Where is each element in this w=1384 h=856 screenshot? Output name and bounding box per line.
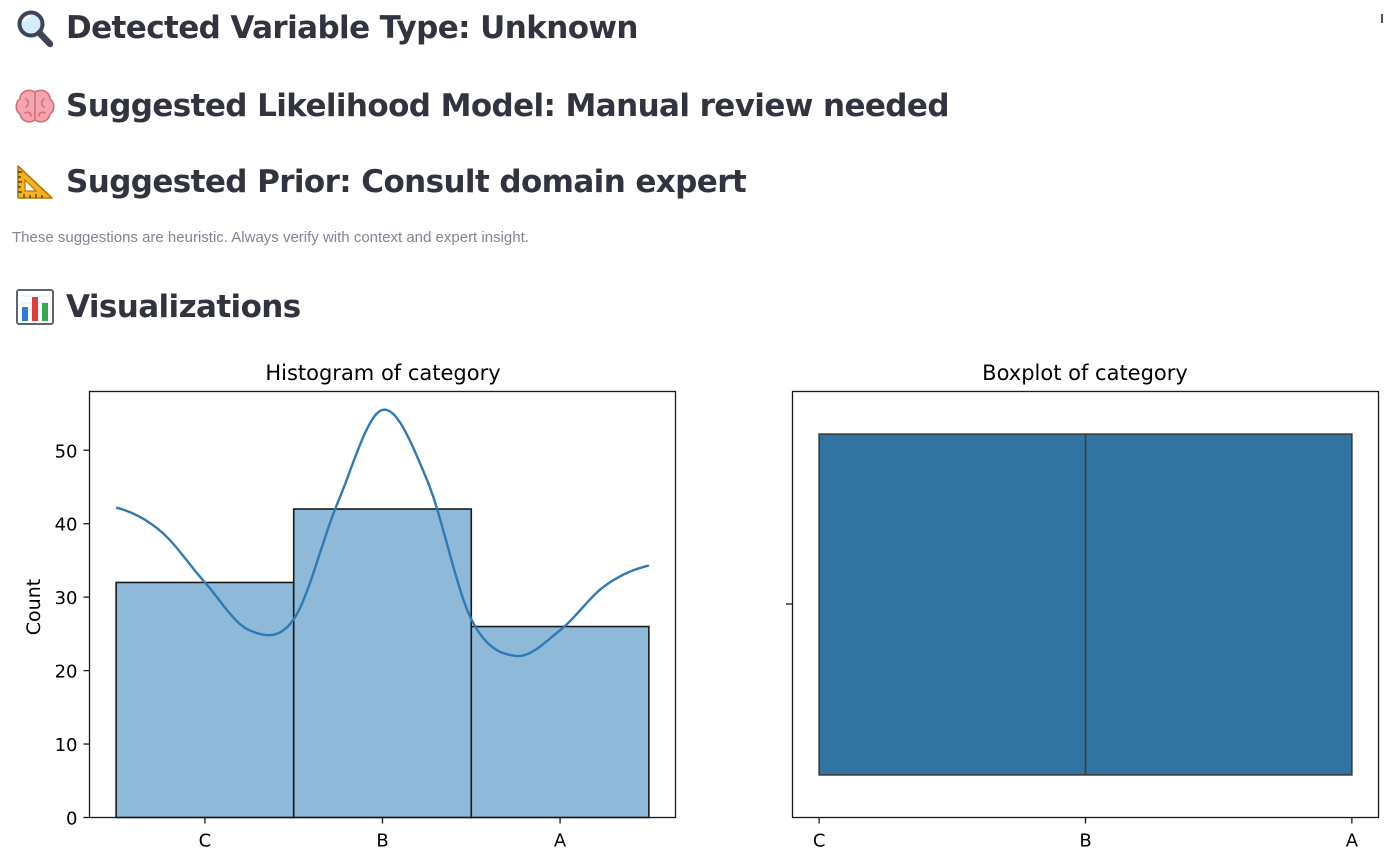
visualizations-heading: Visualizations [14,287,301,327]
histogram-chart: Histogram of category 0 10 20 30 40 50 C B A Co… [23,361,677,852]
brain-icon [14,86,56,126]
heuristic-caption: These suggestions are heuristic. Always … [12,229,529,246]
scroll-indicator [1381,14,1383,23]
boxplot-x-tick-label: B [1079,831,1091,852]
histogram-bar-C [115,581,295,819]
likelihood-model-text: Suggested Likelihood Model: Manual revie… [66,88,950,124]
histogram-y-tick-label: 40 [55,515,78,536]
histogram-y-tick-label: 0 [66,809,77,830]
charts-figure: Histogram of category 0 10 20 30 40 50 C B A Co… [23,361,1380,852]
bar-chart-icon [14,287,56,327]
histogram-x-tick-label: B [376,831,388,852]
histogram-y-tick-label: 30 [55,588,78,609]
histogram-y-tick-label: 10 [55,735,78,756]
prior-heading: Suggested Prior: Consult domain expert [14,162,747,202]
histogram-bar-A [470,625,650,819]
boxplot-title: Boxplot of category [982,361,1188,385]
likelihood-model-heading: Suggested Likelihood Model: Manual revie… [14,86,950,126]
boxplot-x-tick-label: A [1346,831,1359,852]
visualizations-text: Visualizations [66,289,301,325]
variable-type-heading: Detected Variable Type: Unknown [14,8,639,48]
prior-text: Suggested Prior: Consult domain expert [66,164,747,200]
histogram-y-tick-label: 20 [55,662,78,683]
histogram-x-tick-label: A [554,831,567,852]
boxplot-chart: Boxplot of category C B A [786,361,1380,852]
histogram-title: Histogram of category [265,361,500,385]
boxplot-x-tick-label: C [813,831,826,852]
magnifying-glass-icon [14,8,56,48]
histogram-x-tick-label: C [199,831,212,852]
histogram-ylabel: Count [23,579,45,635]
histogram-y-tick-label: 50 [55,441,78,462]
triangular-ruler-icon [14,162,56,202]
variable-type-text: Detected Variable Type: Unknown [66,10,639,46]
kde-curve [115,408,650,658]
